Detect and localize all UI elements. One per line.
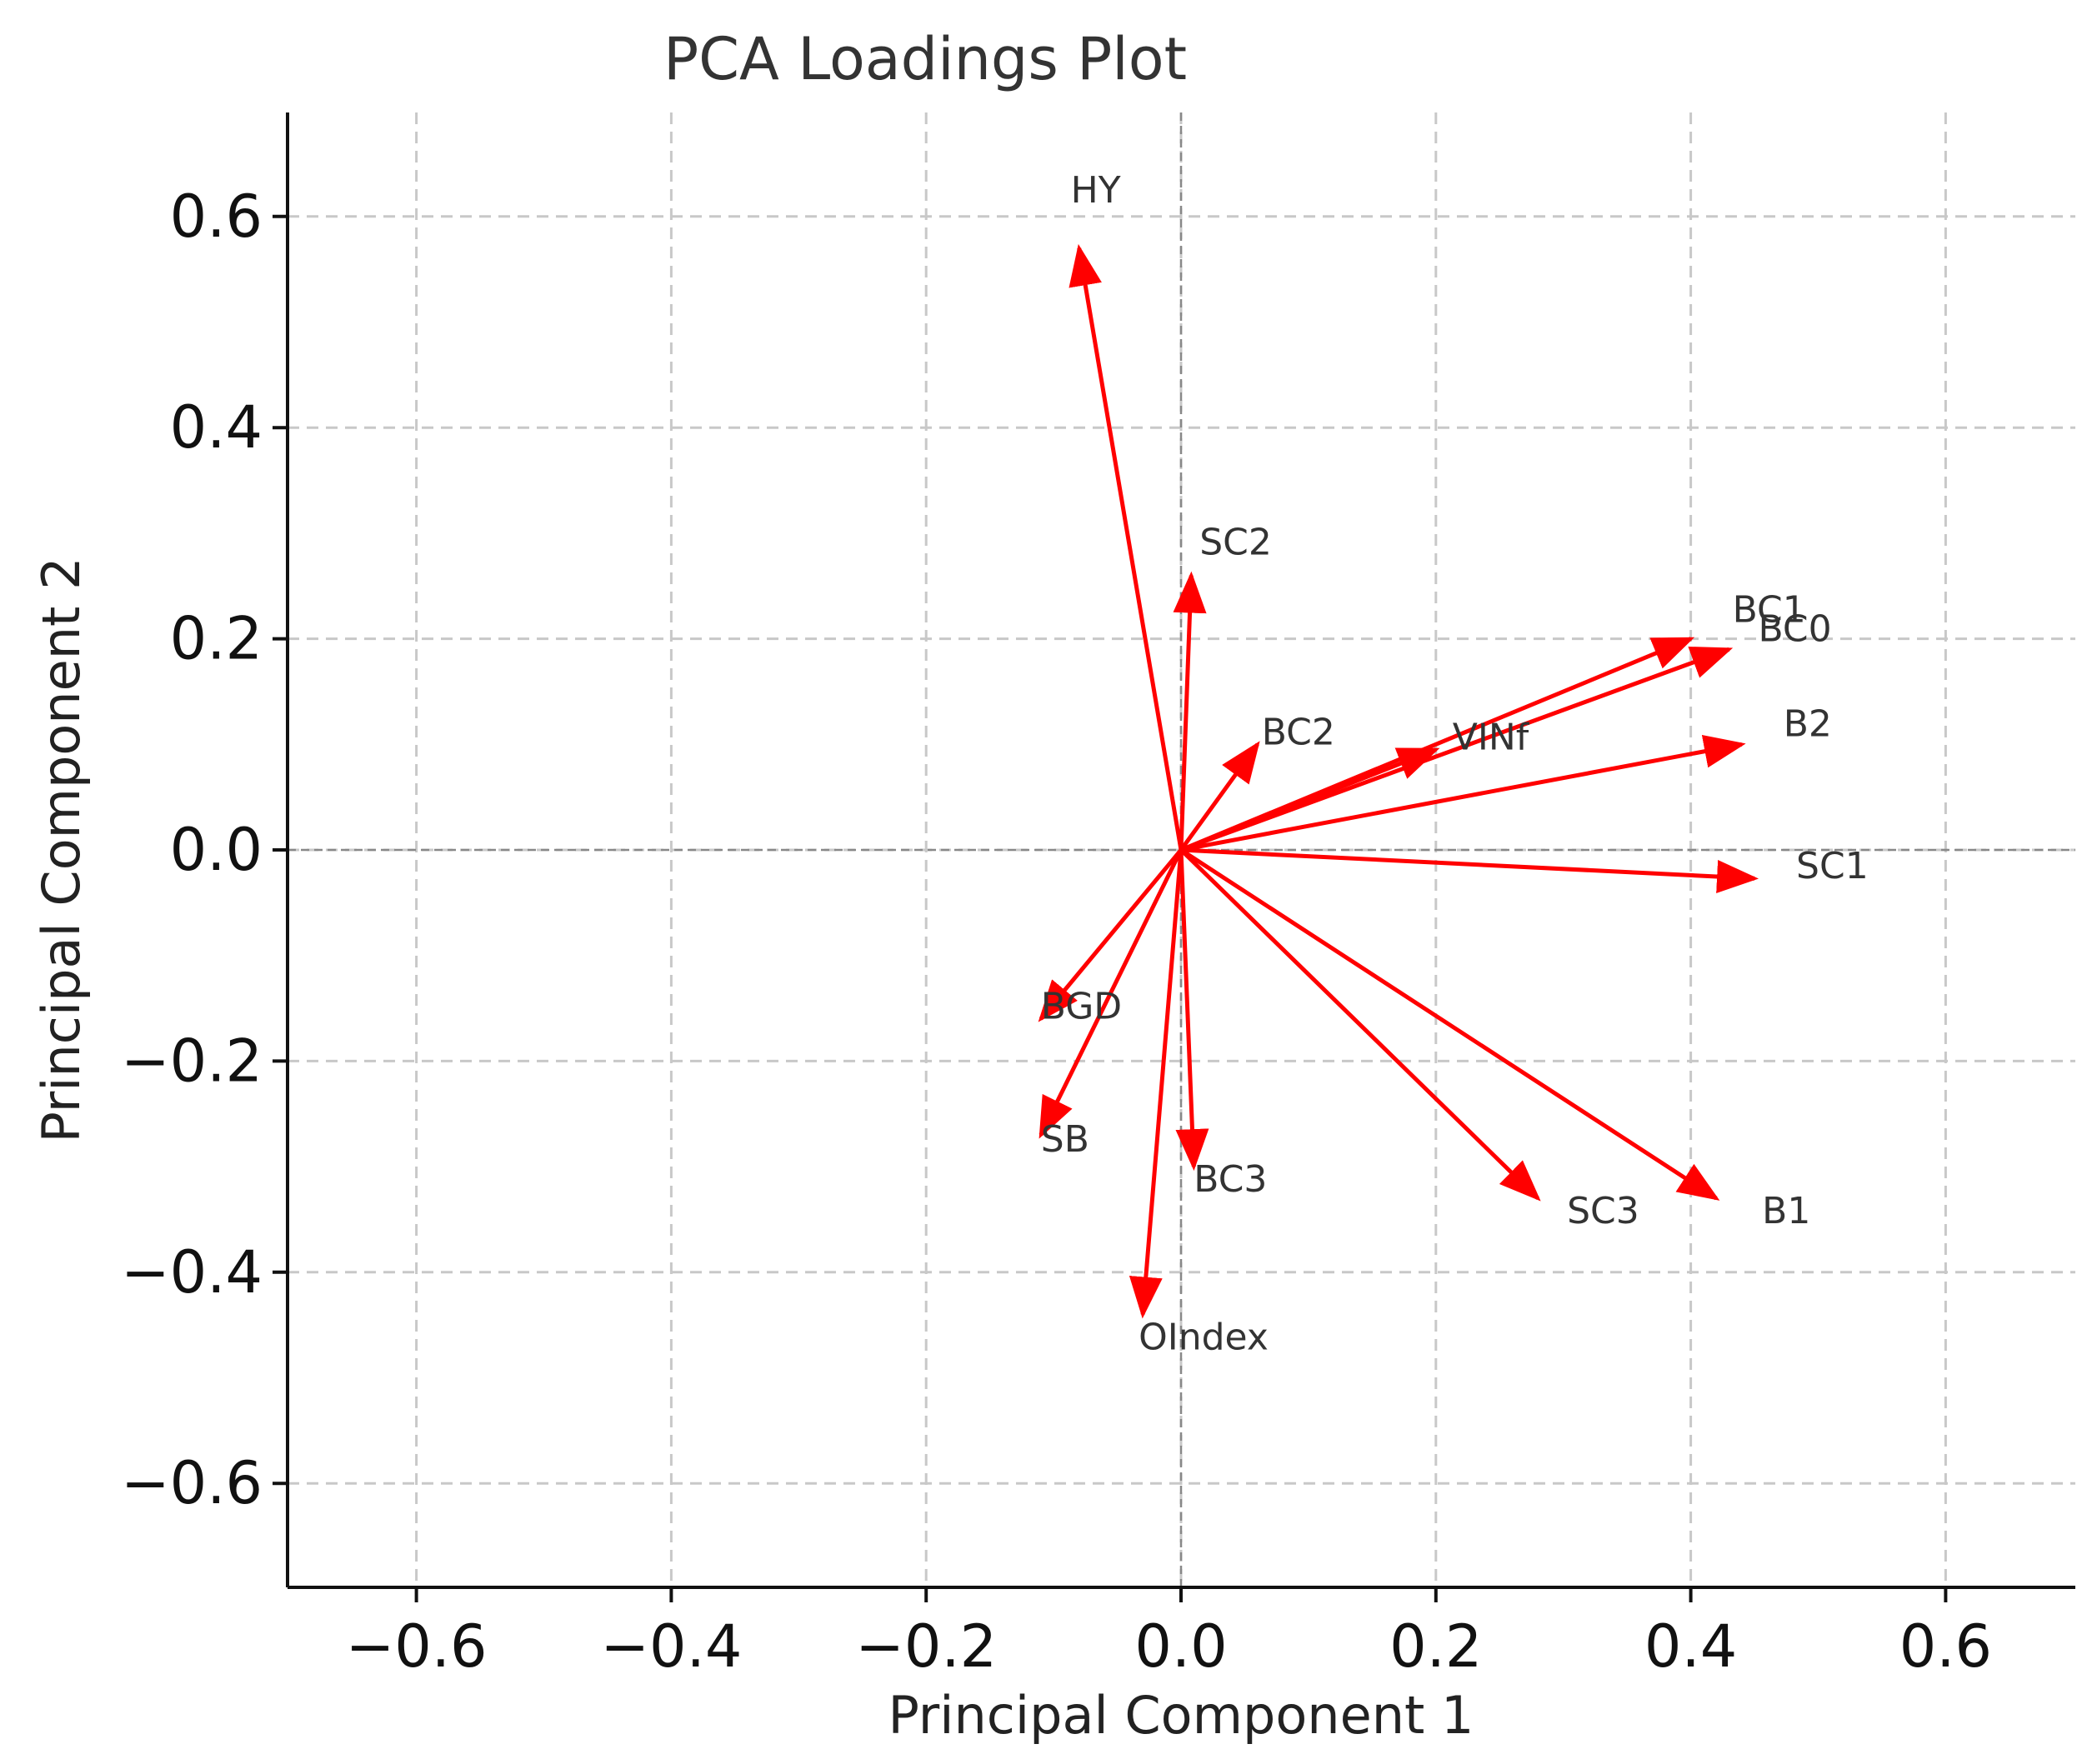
y-tick-label: −0.2: [121, 1027, 263, 1095]
loading-arrow-sc1: [1180, 847, 1759, 893]
x-tick-label: 0.0: [1134, 1612, 1227, 1681]
loading-label-vinf: VINf: [1453, 717, 1530, 759]
y-axis-ticks: 0.6 0.4 0.2 0.0 −0.2 −0.4 −0.6: [121, 182, 288, 1517]
y-tick-label: 0.2: [170, 605, 263, 673]
loading-arrow-vinf: [1180, 747, 1440, 852]
loading-arrow-bc2: [1179, 741, 1260, 852]
loading-label-bc1: BC1: [1733, 589, 1806, 632]
loading-arrow-bc3: [1175, 849, 1209, 1172]
chart-title: PCA Loadings Plot: [663, 25, 1187, 93]
x-tick-label: 0.6: [1899, 1612, 1992, 1681]
loading-label-b2: B2: [1784, 702, 1832, 745]
x-tick-label: −0.4: [600, 1612, 742, 1681]
x-tick-label: 0.4: [1644, 1612, 1737, 1681]
x-tick-label: 0.2: [1389, 1612, 1482, 1681]
loading-arrow-sc2: [1173, 571, 1207, 851]
loading-arrow-b2: [1180, 734, 1746, 852]
y-tick-label: 0.6: [170, 182, 263, 251]
loading-label-sc3: SC3: [1567, 1190, 1639, 1232]
loading-arrow-sc3: [1179, 848, 1541, 1202]
loading-label-bc0: BC0: [1758, 607, 1831, 650]
x-tick-label: −0.6: [346, 1612, 488, 1681]
loading-label-bc3: BC3: [1194, 1158, 1267, 1201]
loading-label-sb: SB: [1041, 1118, 1089, 1161]
y-tick-label: 0.0: [170, 816, 263, 884]
loading-label-b1: B1: [1762, 1190, 1810, 1232]
loading-arrow-oindex: [1129, 849, 1184, 1319]
loading-label-bc2: BC2: [1262, 711, 1335, 753]
loading-arrow-bgd: [1038, 848, 1183, 1022]
y-tick-label: −0.6: [121, 1449, 263, 1517]
x-tick-label: −0.2: [855, 1612, 997, 1681]
y-tick-label: −0.4: [121, 1238, 263, 1307]
loading-arrow-hy: [1069, 243, 1184, 851]
loading-label-sc2: SC2: [1199, 522, 1272, 564]
x-axis-label: Principal Component 1: [888, 1685, 1474, 1746]
loading-arrow-b1: [1179, 847, 1720, 1201]
x-axis-ticks: −0.6 −0.4 −0.2 0.0 0.2 0.4 0.6: [346, 1587, 1992, 1681]
loading-arrow-sb: [1038, 848, 1184, 1139]
loading-label-hy: HY: [1071, 169, 1121, 212]
loading-label-bgd: BGD: [1041, 986, 1122, 1028]
loading-label-sc1: SC1: [1796, 845, 1869, 887]
y-axis-label: Principal Component 2: [31, 557, 92, 1142]
y-tick-label: 0.4: [170, 393, 263, 462]
loading-label-oindex: OIndex: [1139, 1316, 1269, 1358]
loading-arrow-bc0: [1180, 646, 1734, 852]
loading-arrows: [1038, 243, 1759, 1319]
